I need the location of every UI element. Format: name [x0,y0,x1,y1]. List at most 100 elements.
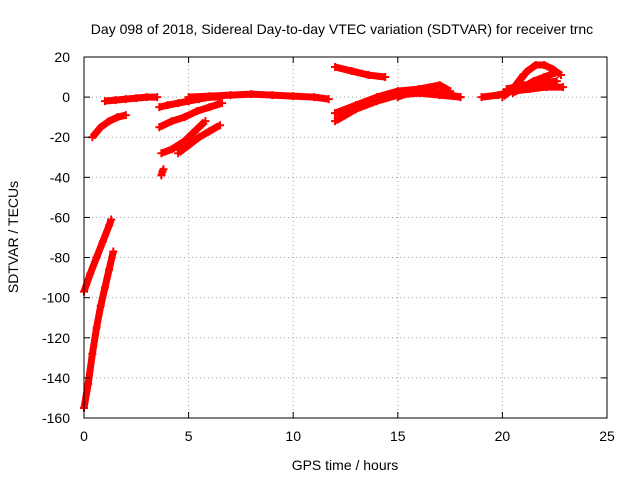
data-point [157,149,166,158]
data-point [502,85,511,94]
data-point [446,87,455,96]
data-trace [396,81,452,101]
data-point [414,85,423,94]
data-point [180,113,189,122]
data-point [364,71,373,80]
data-point [184,141,193,150]
data-point [215,121,224,130]
data-point [100,283,109,292]
chart-title: Day 098 of 2018, Sidereal Day-to-day VTE… [91,21,593,37]
data-point [111,96,120,105]
x-tick-label: 5 [185,428,193,444]
y-tick-label: -160 [42,410,70,426]
data-point [153,93,162,102]
data-point [393,93,402,102]
data-segment [508,83,568,96]
data-trace [516,61,564,84]
data-point [523,67,532,76]
data-point [205,127,214,136]
y-tick-label: -20 [50,129,70,145]
data-point [310,93,319,102]
data-point [540,61,549,70]
data-point [205,103,214,112]
data-point [477,93,486,102]
data-segment [88,111,130,142]
data-point [351,105,360,114]
data-point [86,269,95,278]
data-point [456,93,465,102]
data-point [92,253,101,262]
data-segment [174,121,224,158]
grid [84,57,607,418]
y-axis-label: SDTVAR / TECUs [5,181,21,293]
data-point [525,85,534,94]
data-segment [80,247,118,412]
data-point [381,73,390,82]
data-point [100,97,109,106]
plot-frame [83,56,608,419]
data-segment [80,215,116,296]
data-point [105,117,114,126]
data-point [289,92,298,101]
data-point [167,145,176,154]
data-point [105,265,114,274]
y-tick-label: -60 [50,209,70,225]
data-point [121,95,130,104]
x-tick-label: 25 [599,428,615,444]
plot-area [80,61,568,412]
data-point [531,61,540,70]
data-point [247,90,256,99]
data-segment [515,61,565,86]
data-point [107,215,116,224]
data-point [331,63,340,72]
data-point [498,93,507,102]
data-segment [155,99,227,132]
data-point [195,133,204,142]
data-point [98,237,107,246]
data-point [167,117,176,126]
data-point [132,94,141,103]
x-tick-label: 0 [80,428,88,444]
data-point [331,117,340,126]
data-point [324,95,333,104]
data-point [218,99,227,108]
data-point [201,117,210,126]
data-point [190,127,199,136]
data-point [331,109,340,118]
y-tick-label: -100 [42,290,70,306]
x-tick-label: 15 [390,428,406,444]
y-tick-label: -40 [50,169,70,185]
data-point [159,165,168,174]
x-axis-label: GPS time / hours [292,457,399,473]
y-tick-label: 20 [54,49,70,65]
x-tick-label: 10 [285,428,301,444]
data-point [96,301,105,310]
data-point [542,83,551,92]
data-point [184,93,193,102]
data-point [205,92,214,101]
data-point [84,379,93,388]
data-point [157,171,166,180]
data-trace [334,63,386,81]
data-point [96,123,105,132]
data-point [268,91,277,100]
data-segment [393,81,455,102]
data-point [559,83,568,92]
data-point [92,323,101,332]
data-point [113,113,122,122]
data-segment [184,90,333,104]
data-segment [157,117,210,158]
data-trace [505,77,558,93]
data-point [155,103,164,112]
data-point [174,149,183,158]
data-point [109,247,118,256]
data-point [372,97,381,106]
data-point [435,91,444,100]
data-point [174,99,183,108]
y-tick-label: -120 [42,330,70,346]
x-tick-label: 20 [495,428,511,444]
data-point [180,137,189,146]
data-point [556,71,565,80]
data-point [226,91,235,100]
